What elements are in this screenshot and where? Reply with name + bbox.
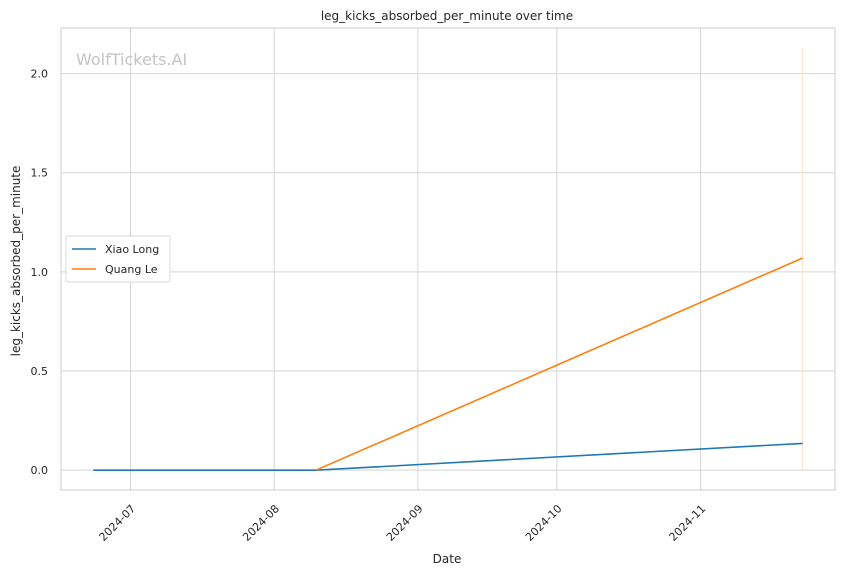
y-axis-label: leg_kicks_absorbed_per_minute [9,166,23,357]
legend-label-quang-le: Quang Le [105,263,158,276]
y-tick-label: 1.5 [31,167,49,180]
legend: Xiao Long Quang Le [65,235,171,283]
y-tick-labels: 0.0 0.5 1.0 1.5 2.0 [31,68,49,478]
watermark: WolfTickets.AI [76,50,187,69]
plot-frame [60,27,836,491]
y-tick-label: 0.5 [31,365,49,378]
x-axis-label: Date [433,552,462,566]
legend-label-xiao-long: Xiao Long [105,243,159,256]
y-tick-label: 2.0 [31,68,49,81]
chart-title: leg_kicks_absorbed_per_minute over time [321,9,573,23]
series-lines [93,257,803,472]
series-line-quang-le [315,257,803,471]
y-tick-label: 1.0 [31,266,49,279]
y-tick-label: 0.0 [31,464,49,477]
legend-box [65,235,171,283]
